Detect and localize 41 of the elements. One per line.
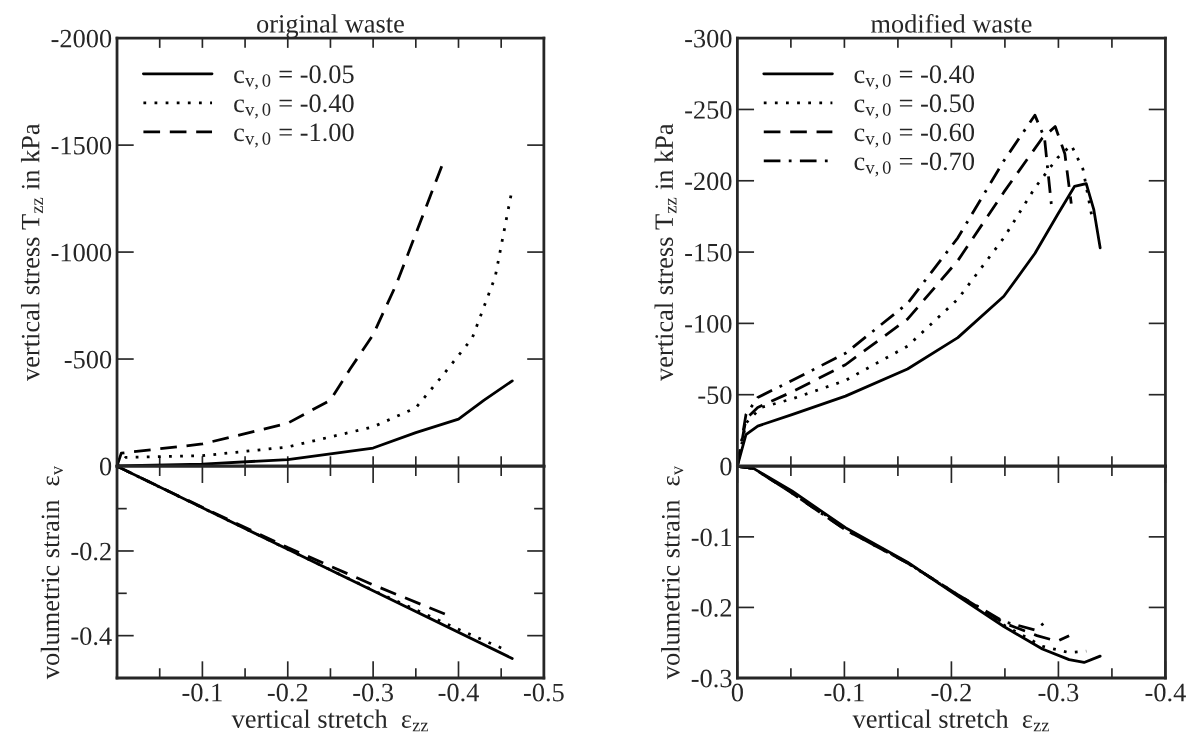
x-tick-label: -0.5 bbox=[523, 683, 564, 702]
legend-label: c$_{v,0}$ = -0.40 bbox=[234, 94, 354, 119]
legend-label: c$_{v,0}$ = -0.05 bbox=[234, 65, 354, 90]
y-axis-title: vertical stress T$_{zz}$ in kPa bbox=[654, 123, 677, 381]
legend-label: c$_{v,0}$ = -1.00 bbox=[234, 123, 354, 148]
x-axis-title: vertical stretch ε$_{zz}$ bbox=[231, 709, 429, 732]
y-tick-label: -250 bbox=[685, 101, 732, 119]
y-tick-label: -0.2 bbox=[691, 599, 732, 617]
y-tick-label: -150 bbox=[685, 243, 732, 262]
y-tick-label: -0.1 bbox=[691, 528, 731, 547]
legend-label: c$_{v,0}$ = -0.60 bbox=[854, 123, 975, 148]
y-tick-label: -100 bbox=[685, 314, 732, 333]
x-axis-title: vertical stretch ε$_{zz}$ bbox=[852, 709, 1050, 732]
y-tick-label: -1500 bbox=[51, 136, 112, 155]
y-axis-title: vertical stress T$_{zz}$ in kPa bbox=[20, 123, 43, 381]
x-tick-label: -0.3 bbox=[353, 683, 393, 702]
y-tick-label: -0.4 bbox=[71, 627, 112, 646]
y-tick-label: -500 bbox=[64, 350, 112, 369]
y-tick-label: -50 bbox=[698, 386, 732, 405]
y-tick-label: -2000 bbox=[51, 29, 112, 48]
x-tick-label: -0.4 bbox=[438, 683, 479, 702]
y-axis-title: volumetric strain ε$_{v}$ bbox=[661, 465, 684, 680]
y-axis-title: volumetric strain ε$_{v}$ bbox=[40, 465, 63, 680]
legend-label: c$_{v,0}$ = -0.50 bbox=[854, 94, 975, 119]
chart-title: modified waste bbox=[870, 13, 1032, 33]
y-tick-label: -0.2 bbox=[71, 542, 111, 561]
y-tick-label: 0 bbox=[720, 457, 732, 476]
y-tick-label: 0 bbox=[99, 457, 112, 476]
y-tick-label: -300 bbox=[685, 29, 732, 48]
y-tick-label: -200 bbox=[685, 172, 732, 191]
x-tick-label: -0.3 bbox=[1038, 683, 1079, 702]
x-tick-label: -0.4 bbox=[1145, 683, 1186, 702]
legend-label: c$_{v,0}$ = -0.40 bbox=[854, 65, 975, 90]
x-tick-label: -0.1 bbox=[182, 683, 222, 702]
y-tick-label: -1000 bbox=[51, 243, 112, 262]
chart-title: original waste bbox=[257, 14, 404, 39]
x-tick-label: -0.2 bbox=[931, 683, 971, 702]
y-tick-label: -0.3 bbox=[691, 669, 732, 688]
x-tick-label: -0.2 bbox=[267, 683, 308, 702]
legend-label: c$_{v,0}$ = -0.70 bbox=[854, 152, 975, 177]
x-tick-label: -0.1 bbox=[824, 683, 864, 702]
